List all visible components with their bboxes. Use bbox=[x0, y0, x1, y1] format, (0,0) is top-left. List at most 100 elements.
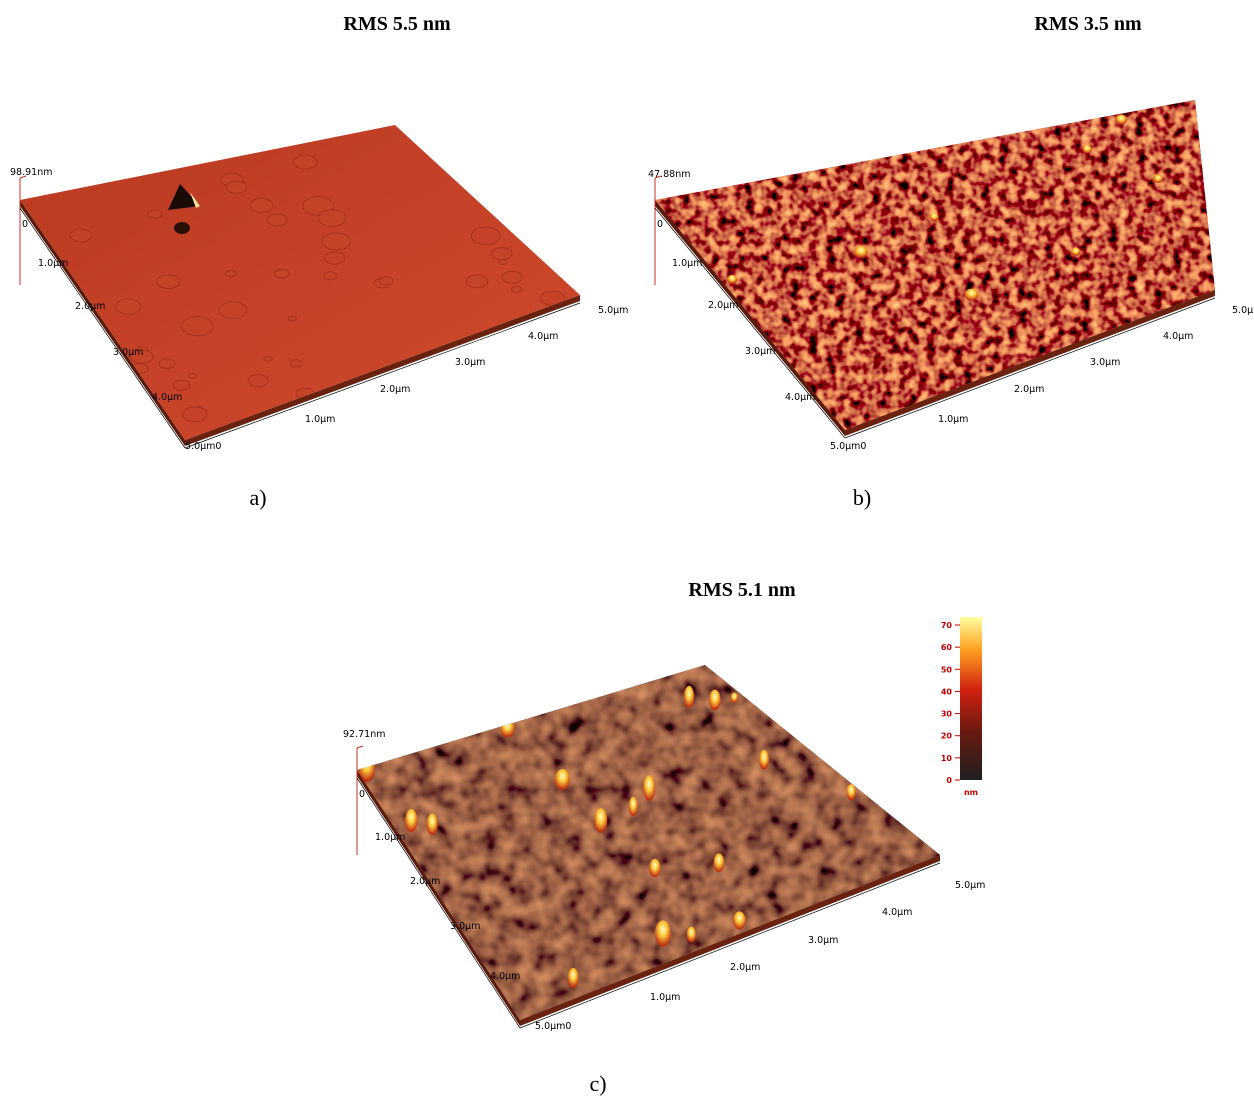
z-zero-label: 0 bbox=[657, 219, 663, 230]
domain bbox=[148, 210, 162, 218]
axis-label: 1.0µm bbox=[375, 832, 405, 843]
peak bbox=[649, 859, 660, 877]
peak bbox=[629, 797, 638, 816]
z-zero-label: 0 bbox=[22, 219, 28, 230]
peak bbox=[1071, 248, 1080, 256]
domain bbox=[116, 299, 141, 314]
z-max-label: 98.91nm bbox=[10, 167, 52, 178]
figure: 98.91nm01.0µm2.0µm3.0µm4.0µm5.0µm01.0µm2… bbox=[0, 0, 1254, 1097]
peak bbox=[709, 690, 720, 711]
colorbar-label: 70 bbox=[941, 621, 953, 630]
peak bbox=[555, 769, 570, 790]
figure-canvas: 98.91nm01.0µm2.0µm3.0µm4.0µm5.0µm01.0µm2… bbox=[0, 0, 1254, 1097]
peak bbox=[731, 693, 738, 703]
peak bbox=[713, 854, 724, 873]
peak bbox=[684, 686, 694, 708]
domain bbox=[492, 248, 512, 260]
domain bbox=[188, 373, 196, 378]
axis-label: 3.0µm bbox=[450, 921, 480, 932]
axis-label: 5.0µm0 bbox=[185, 441, 221, 452]
domain bbox=[325, 252, 345, 264]
panel-caption: a) bbox=[249, 485, 266, 510]
axis-label: 4.0µm bbox=[785, 392, 815, 403]
axis-label: 5.0µm bbox=[1232, 305, 1254, 316]
domain bbox=[182, 317, 214, 336]
axis-label: 1.0µm bbox=[305, 414, 335, 425]
domain bbox=[322, 233, 351, 250]
domain bbox=[288, 316, 296, 321]
domain bbox=[159, 359, 175, 369]
axis-label: 3.0µm bbox=[455, 357, 485, 368]
axis-label: 3.0µm bbox=[745, 346, 775, 357]
z-axis-tick bbox=[357, 746, 363, 748]
axis-label: 3.0µm bbox=[113, 347, 143, 358]
colorbar-label: 10 bbox=[941, 754, 953, 763]
colorbar-label: 30 bbox=[941, 710, 953, 719]
z-max-label: 92.71nm bbox=[343, 729, 385, 740]
axis-label: 3.0µm bbox=[1090, 357, 1120, 368]
surface-texture bbox=[357, 665, 940, 1020]
domain bbox=[267, 214, 287, 226]
domain bbox=[274, 269, 289, 278]
peak bbox=[1083, 145, 1092, 153]
colorbar-label: 40 bbox=[941, 687, 953, 696]
panel-title: RMS 5.5 nm bbox=[343, 13, 451, 35]
peak bbox=[1154, 175, 1163, 183]
axis-label: 4.0µm bbox=[882, 907, 912, 918]
axis-label: 2.0µm bbox=[410, 876, 440, 887]
axis-label: 5.0µm0 bbox=[535, 1021, 571, 1032]
domain bbox=[226, 181, 246, 193]
peak bbox=[655, 920, 671, 946]
domain bbox=[182, 407, 207, 422]
axis-label: 5.0µm bbox=[598, 305, 628, 316]
axis-label: 4.0µm bbox=[1163, 331, 1193, 342]
domain bbox=[379, 277, 393, 285]
panel-caption: c) bbox=[589, 1071, 606, 1096]
domain bbox=[226, 271, 237, 277]
z-zero-label: 0 bbox=[359, 789, 365, 800]
domain bbox=[219, 302, 247, 319]
domain bbox=[173, 380, 190, 390]
domain bbox=[512, 286, 522, 292]
surface-texture bbox=[655, 100, 1215, 430]
peak bbox=[759, 750, 769, 770]
peak bbox=[405, 809, 417, 832]
axis-label: 1.0µm bbox=[650, 992, 680, 1003]
texture bbox=[357, 665, 940, 1020]
domain bbox=[264, 356, 272, 361]
z-max-label: 47.88nm bbox=[648, 169, 690, 180]
axis-label: 3.0µm bbox=[808, 935, 838, 946]
colorbar-label: 50 bbox=[941, 665, 953, 674]
axis-label: 4.0µm bbox=[152, 392, 182, 403]
axis-label: 5.0µm bbox=[955, 880, 985, 891]
colorbar-label: 20 bbox=[941, 732, 953, 741]
domain bbox=[471, 227, 500, 244]
domain bbox=[250, 199, 273, 213]
domain bbox=[499, 260, 507, 265]
peak bbox=[846, 784, 855, 800]
domain bbox=[324, 272, 338, 280]
domain bbox=[157, 275, 180, 289]
axis-label: 4.0µm bbox=[490, 971, 520, 982]
peak bbox=[427, 813, 438, 835]
peak bbox=[1116, 115, 1127, 125]
axis-label: 1.0µm bbox=[38, 258, 68, 269]
texture bbox=[655, 100, 1215, 430]
axis-label: 1.0µm bbox=[672, 258, 702, 269]
peak bbox=[727, 275, 737, 284]
domain bbox=[502, 271, 522, 283]
domain bbox=[318, 210, 345, 226]
panel-title: RMS 5.1 nm bbox=[688, 579, 796, 601]
axis-label: 2.0µm bbox=[380, 384, 410, 395]
peak bbox=[733, 911, 746, 929]
domain bbox=[466, 275, 487, 288]
colorbar-unit: nm bbox=[964, 788, 978, 797]
colorbar-label: 0 bbox=[946, 776, 952, 785]
axis-label: 5.0µm0 bbox=[830, 441, 866, 452]
domain bbox=[290, 360, 302, 367]
peak bbox=[965, 289, 979, 301]
particle bbox=[174, 222, 190, 234]
peak bbox=[594, 808, 607, 833]
axis-label: 2.0µm bbox=[730, 962, 760, 973]
panel-title: RMS 3.5 nm bbox=[1034, 13, 1142, 35]
